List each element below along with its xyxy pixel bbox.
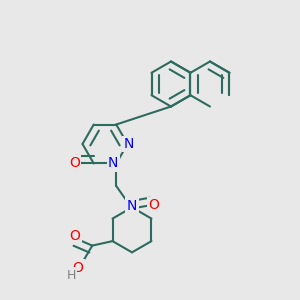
Text: O: O <box>70 229 80 243</box>
Text: O: O <box>73 261 83 275</box>
Text: H: H <box>67 269 76 282</box>
Text: N: N <box>127 199 137 213</box>
Text: O: O <box>69 157 80 170</box>
Text: O: O <box>149 198 160 212</box>
Text: N: N <box>108 157 119 170</box>
Text: N: N <box>124 137 134 151</box>
